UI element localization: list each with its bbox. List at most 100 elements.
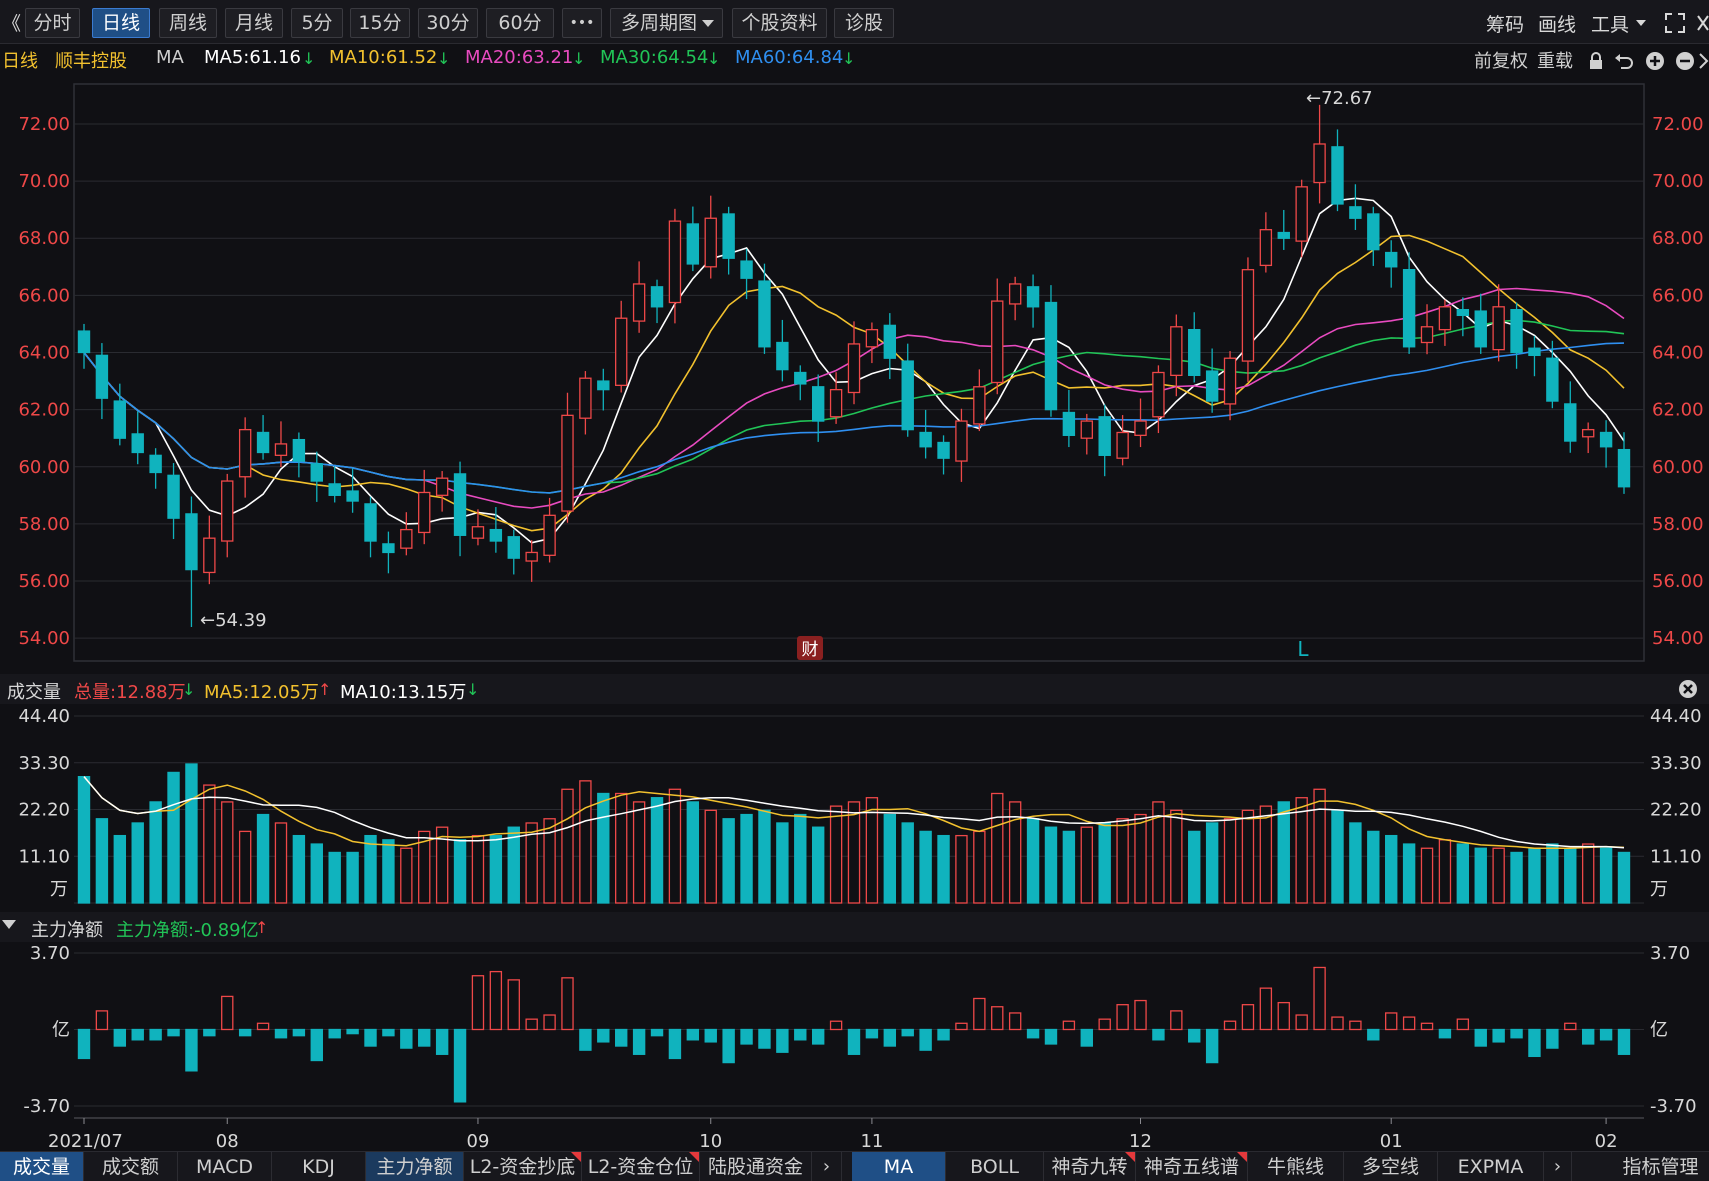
- tools-caret-icon: [1636, 20, 1646, 26]
- diagnose-button[interactable]: 诊股: [834, 8, 894, 38]
- tools-dropdown[interactable]: 工具: [1591, 14, 1630, 36]
- volume-bar: [1259, 805, 1273, 904]
- indicator-manage-button[interactable]: 指标管理: [1622, 1156, 1699, 1178]
- fund-collapse-icon[interactable]: [2, 920, 16, 929]
- tab-60min[interactable]: 60分: [486, 8, 554, 38]
- volume-ma-lines: [83, 776, 1625, 849]
- undo-icon[interactable]: [1614, 51, 1634, 71]
- candle-body: [1026, 286, 1040, 308]
- candle-body: [847, 343, 861, 394]
- fund-bar: [185, 1028, 198, 1072]
- fund-bar: [328, 1028, 341, 1039]
- volume-bar: [238, 830, 252, 904]
- indicator-tabs: 成交量 成交额 MACD KDJ 主力净额 L2-资金抄底 L2-资金仓位 陆股…: [0, 1151, 1709, 1181]
- fund-bar: [1295, 1014, 1308, 1031]
- volume-bar: [811, 826, 825, 904]
- fund-bar: [650, 1028, 664, 1037]
- ma20-down-arrow-icon: ↓: [572, 49, 586, 68]
- stock-name[interactable]: 顺丰控股: [55, 51, 127, 72]
- tab-turnover[interactable]: 成交额: [84, 1152, 178, 1181]
- indicator-name[interactable]: MA: [156, 47, 184, 68]
- earnings-marker-box[interactable]: [797, 636, 823, 660]
- volume-bar: [991, 792, 1004, 904]
- chevron-right-icon[interactable]: [1699, 53, 1709, 69]
- stock-info-button[interactable]: 个股资料: [732, 8, 827, 38]
- l-marker[interactable]: L: [1297, 637, 1309, 661]
- tab-main-fund[interactable]: 主力净额: [366, 1152, 464, 1181]
- candle-body: [167, 474, 180, 519]
- tab-long-short[interactable]: 多空线: [1344, 1152, 1438, 1181]
- tabs-next-icon[interactable]: ›: [812, 1152, 842, 1181]
- volume-chart[interactable]: 44.40 33.30 22.20 11.10 44.40 33.30 22.20 11.1…: [0, 704, 1709, 910]
- candle-body: [364, 503, 377, 542]
- tab-macd[interactable]: MACD: [178, 1152, 272, 1181]
- draw-line-button[interactable]: 画线: [1538, 14, 1577, 36]
- tab-15min[interactable]: 15分: [350, 8, 410, 38]
- tab-northbound[interactable]: 陆股通资金: [700, 1152, 812, 1181]
- tab-volume[interactable]: 成交量: [0, 1152, 84, 1181]
- fund-panel-header: 主力净额 主力净额:-0.89亿 ↑: [0, 912, 1709, 942]
- tab-l2-position[interactable]: L2-资金仓位: [582, 1152, 700, 1181]
- fullscreen-icon[interactable]: [1664, 12, 1686, 34]
- adjust-mode-button[interactable]: 前复权: [1474, 51, 1528, 72]
- tab-nine-turn[interactable]: 神奇九转: [1044, 1152, 1136, 1181]
- volume-bar: [758, 809, 771, 904]
- volume-panel-title[interactable]: 成交量: [7, 682, 61, 703]
- lock-icon[interactable]: [1588, 52, 1604, 70]
- candlestick-chart[interactable]: 72.00 70.00 68.00 66.00 64.00 62.00 60.00 58.00…: [0, 76, 1709, 662]
- volume-ma5-up-icon: ↑: [318, 680, 332, 699]
- candle-body: [95, 354, 109, 399]
- volume-axis-left: 44.40 33.30 22.20 11.10: [18, 706, 70, 867]
- candle-body: [758, 280, 771, 348]
- zoom-in-icon[interactable]: [1645, 51, 1665, 71]
- volume-bar: [794, 813, 807, 904]
- date-tick-label: 09: [467, 1131, 490, 1151]
- candle-body: [1456, 309, 1470, 317]
- main-fund-net-chart[interactable]: 3.70 亿 -3.70 3.70 亿 -3.70 2021/07 08 09 10 11 12 0…: [0, 942, 1709, 1151]
- more-periods-button[interactable]: •••: [562, 8, 602, 38]
- reload-button[interactable]: 重载: [1537, 51, 1573, 72]
- fund-bar: [1546, 1028, 1559, 1049]
- fund-bar: [1474, 1028, 1487, 1047]
- volume-bar: [1008, 801, 1022, 904]
- tab-boll[interactable]: BOLL: [946, 1152, 1044, 1181]
- candle-body: [256, 431, 270, 454]
- volume-bar: [1134, 813, 1147, 904]
- fund-bar: [1492, 1028, 1505, 1043]
- collapse-back-icon[interactable]: 《: [2, 13, 22, 35]
- candle-body: [776, 341, 789, 371]
- tab-l2-bottom[interactable]: L2-资金抄底: [464, 1152, 582, 1181]
- tab-5min[interactable]: 5分: [291, 8, 343, 38]
- zoom-out-icon[interactable]: [1675, 51, 1695, 71]
- earnings-marker[interactable]: 财: [802, 640, 819, 660]
- volume-tick-label-right: 11.10: [1650, 846, 1702, 867]
- multi-cycle-dropdown[interactable]: 多周期图: [610, 8, 723, 38]
- tab-intraday[interactable]: 分时: [25, 8, 80, 38]
- tab-expma[interactable]: EXPMA: [1438, 1152, 1544, 1181]
- tab-bull-bear[interactable]: 牛熊线: [1248, 1152, 1344, 1181]
- fund-bar: [1098, 1018, 1111, 1031]
- tab-five-line[interactable]: 神奇五线谱: [1136, 1152, 1248, 1181]
- fund-bar: [1438, 1028, 1452, 1039]
- close-volume-icon[interactable]: [1678, 679, 1698, 699]
- candle-body: [579, 377, 592, 419]
- close-panel-icon[interactable]: [1696, 12, 1709, 34]
- tab-ma[interactable]: MA: [852, 1152, 946, 1181]
- volume-bar: [292, 834, 306, 904]
- chips-button[interactable]: 筹码: [1486, 14, 1525, 36]
- tab-kdj[interactable]: KDJ: [272, 1152, 366, 1181]
- tab-monthly[interactable]: 月线: [225, 8, 283, 38]
- price-tick-label-right: 70.00: [1652, 171, 1704, 192]
- fund-bar: [794, 1028, 807, 1041]
- fund-panel-title[interactable]: 主力净额: [31, 920, 103, 941]
- tab-l2-position-label: L2-资金仓位: [587, 1156, 694, 1178]
- right-tabs-next-icon[interactable]: ›: [1544, 1152, 1572, 1181]
- tab-30min[interactable]: 30分: [418, 8, 478, 38]
- fund-bar: [919, 1028, 932, 1051]
- price-axis-left: 72.00 70.00 68.00 66.00 64.00 62.00 60.00 58.00…: [18, 114, 70, 649]
- fund-bar: [238, 1028, 252, 1037]
- fund-bar: [77, 1028, 91, 1060]
- tab-daily[interactable]: 日线: [92, 8, 150, 38]
- candle-body: [1564, 403, 1577, 442]
- tab-weekly[interactable]: 周线: [159, 8, 217, 38]
